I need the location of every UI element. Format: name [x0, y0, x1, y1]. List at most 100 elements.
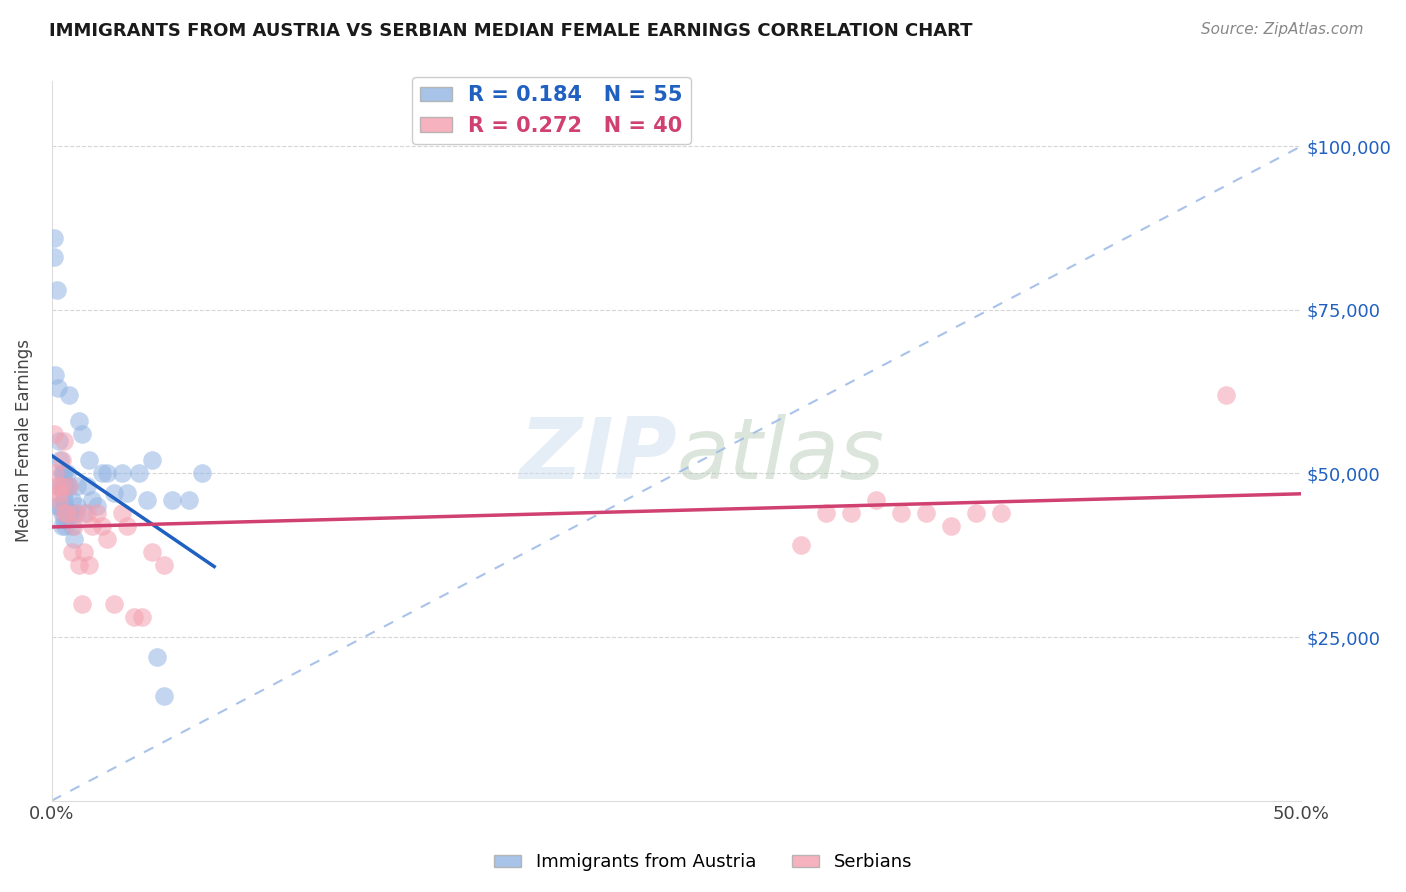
- Point: [45, 499, 67, 513]
- Point: [76, 479, 98, 493]
- Point: [51, 479, 73, 493]
- Point: [49, 453, 72, 467]
- Point: [90, 518, 112, 533]
- Point: [53, 486, 76, 500]
- Point: [51, 479, 73, 493]
- Point: [841, 506, 863, 520]
- Point: [80, 492, 103, 507]
- Point: [44, 368, 66, 383]
- Point: [915, 506, 938, 520]
- Point: [55, 479, 77, 493]
- Point: [103, 597, 125, 611]
- Point: [865, 492, 887, 507]
- Point: [1215, 388, 1237, 402]
- Point: [128, 467, 150, 481]
- Point: [58, 479, 80, 493]
- Point: [60, 545, 83, 559]
- Point: [55, 518, 77, 533]
- Point: [63, 532, 86, 546]
- Point: [53, 499, 76, 513]
- Point: [53, 512, 76, 526]
- Point: [80, 518, 103, 533]
- Point: [48, 479, 70, 493]
- Point: [59, 506, 82, 520]
- Point: [44, 467, 66, 481]
- Point: [45, 479, 67, 493]
- Point: [115, 486, 138, 500]
- Point: [145, 649, 167, 664]
- Point: [53, 506, 76, 520]
- Point: [815, 506, 838, 520]
- Text: Source: ZipAtlas.com: Source: ZipAtlas.com: [1201, 22, 1364, 37]
- Point: [66, 499, 89, 513]
- Point: [115, 518, 138, 533]
- Point: [44, 427, 66, 442]
- Point: [941, 518, 963, 533]
- Point: [52, 467, 75, 481]
- Point: [63, 518, 86, 533]
- Point: [55, 506, 77, 520]
- Point: [53, 479, 76, 493]
- Point: [51, 506, 73, 520]
- Point: [70, 427, 93, 442]
- Point: [51, 467, 73, 481]
- Text: ZIP: ZIP: [519, 414, 676, 497]
- Point: [67, 558, 90, 572]
- Point: [48, 486, 70, 500]
- Point: [190, 467, 212, 481]
- Point: [179, 492, 201, 507]
- Point: [86, 506, 108, 520]
- Point: [48, 492, 70, 507]
- Point: [44, 231, 66, 245]
- Point: [60, 518, 83, 533]
- Point: [111, 506, 134, 520]
- Point: [53, 492, 76, 507]
- Point: [66, 479, 89, 493]
- Point: [53, 467, 76, 481]
- Point: [67, 414, 90, 428]
- Point: [90, 467, 112, 481]
- Point: [141, 453, 163, 467]
- Point: [890, 506, 912, 520]
- Point: [58, 479, 80, 493]
- Point: [153, 558, 176, 572]
- Point: [160, 492, 183, 507]
- Point: [111, 467, 134, 481]
- Text: atlas: atlas: [676, 414, 884, 497]
- Point: [44, 251, 66, 265]
- Text: IMMIGRANTS FROM AUSTRIA VS SERBIAN MEDIAN FEMALE EARNINGS CORRELATION CHART: IMMIGRANTS FROM AUSTRIA VS SERBIAN MEDIA…: [49, 22, 973, 40]
- Point: [73, 545, 96, 559]
- Point: [96, 467, 118, 481]
- Point: [77, 558, 100, 572]
- Point: [51, 453, 73, 467]
- Point: [153, 689, 176, 703]
- Legend: R = 0.184   N = 55, R = 0.272   N = 40: R = 0.184 N = 55, R = 0.272 N = 40: [412, 77, 692, 144]
- Point: [55, 506, 77, 520]
- Point: [55, 467, 77, 481]
- Point: [990, 506, 1012, 520]
- Y-axis label: Median Female Earnings: Median Female Earnings: [15, 339, 32, 542]
- Point: [76, 506, 98, 520]
- Point: [790, 538, 813, 552]
- Point: [48, 434, 70, 448]
- Point: [122, 610, 145, 624]
- Point: [77, 453, 100, 467]
- Point: [86, 499, 108, 513]
- Point: [135, 492, 157, 507]
- Point: [56, 512, 79, 526]
- Point: [131, 610, 153, 624]
- Point: [103, 486, 125, 500]
- Point: [63, 506, 86, 520]
- Point: [70, 597, 93, 611]
- Point: [965, 506, 987, 520]
- Point: [48, 499, 70, 513]
- Point: [73, 506, 96, 520]
- Point: [58, 388, 80, 402]
- Point: [141, 545, 163, 559]
- Point: [53, 434, 76, 448]
- Point: [46, 381, 69, 395]
- Point: [51, 518, 73, 533]
- Point: [45, 283, 67, 297]
- Point: [60, 492, 83, 507]
- Legend: Immigrants from Austria, Serbians: Immigrants from Austria, Serbians: [486, 847, 920, 879]
